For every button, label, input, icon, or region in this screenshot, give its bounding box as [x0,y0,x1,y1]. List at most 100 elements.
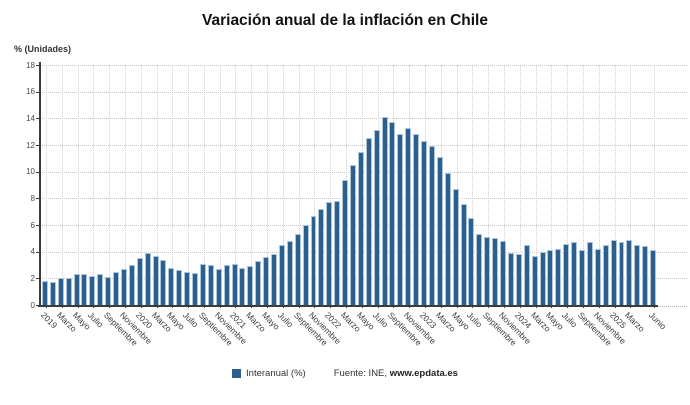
bar-marzo-2020[interactable] [152,255,159,305]
bar-abril-2020[interactable] [160,259,167,305]
bar-junio-2025[interactable] [650,250,657,305]
bar-agosto-2024[interactable] [571,242,578,305]
bar-mayo-2025[interactable] [642,246,649,305]
bar-febrero-2025[interactable] [618,242,625,305]
bar-mayo-2024[interactable] [547,250,554,305]
bar-septiembre-2020[interactable] [199,263,206,305]
bar-julio-2024[interactable] [563,243,570,305]
bar-diciembre-2021[interactable] [318,209,325,305]
bar-octubre-2024[interactable] [586,242,593,305]
bar-noviembre-2021[interactable] [310,215,317,305]
bar-agosto-2020[interactable] [192,273,199,305]
source-credit: Fuente: INE, www.epdata.es [334,368,458,379]
x-axis-tick-mark [598,305,600,308]
bar-enero-2025[interactable] [610,239,617,305]
bar-febrero-2021[interactable] [239,267,246,305]
y-gridline [40,145,687,146]
bar-junio-2021[interactable] [271,254,277,305]
bar-diciembre-2023[interactable] [507,253,514,305]
bar-marzo-2023[interactable] [436,157,443,305]
bar-agosto-2019[interactable] [97,274,104,305]
bar-abril-2024[interactable] [539,251,546,305]
x-axis-tick-mark [45,305,47,308]
bar-julio-2023[interactable] [468,218,475,305]
bar-abril-2023[interactable] [444,173,451,305]
bar-enero-2021[interactable] [231,263,238,305]
bar-junio-2020[interactable] [176,270,183,305]
bar-septiembre-2024[interactable] [579,250,585,305]
bar-julio-2021[interactable] [278,245,285,305]
bar-septiembre-2023[interactable] [484,237,491,305]
bar-septiembre-2021[interactable] [294,234,301,305]
y-axis-tick-mark [36,65,40,66]
bar-febrero-2019[interactable] [49,282,56,305]
bar-junio-2019[interactable] [81,274,88,305]
bar-abril-2025[interactable] [634,245,641,305]
bar-enero-2024[interactable] [515,254,522,305]
bar-marzo-2019[interactable] [57,278,64,305]
bar-octubre-2020[interactable] [207,265,214,305]
bar-diciembre-2020[interactable] [223,265,230,305]
x-gridline [330,65,332,305]
y-axis-line [39,62,41,305]
bar-diciembre-2022[interactable] [413,134,420,305]
bar-mayo-2022[interactable] [357,151,364,305]
bar-octubre-2023[interactable] [492,238,499,305]
bar-octubre-2021[interactable] [302,225,309,305]
bar-noviembre-2022[interactable] [405,127,412,305]
bar-mayo-2021[interactable] [263,257,270,305]
bar-octubre-2019[interactable] [113,271,120,305]
bar-noviembre-2024[interactable] [594,249,601,305]
y-axis-tick-mark [36,251,40,253]
x-axis-tick-mark [235,305,237,308]
bar-enero-2022[interactable] [326,202,333,305]
bar-marzo-2022[interactable] [342,179,349,305]
bar-enero-2019[interactable] [42,281,48,305]
bar-septiembre-2019[interactable] [105,277,112,305]
bar-junio-2022[interactable] [365,138,372,305]
bar-septiembre-2022[interactable] [389,122,396,305]
bar-julio-2019[interactable] [89,275,96,305]
source-site-link[interactable]: www.epdata.es [389,368,458,379]
bar-marzo-2021[interactable] [247,266,254,305]
bar-febrero-2020[interactable] [144,253,151,305]
bar-abril-2019[interactable] [65,278,72,305]
bar-julio-2022[interactable] [373,130,380,305]
bar-noviembre-2019[interactable] [120,269,127,305]
bar-febrero-2022[interactable] [334,201,341,305]
bar-diciembre-2024[interactable] [602,245,609,305]
bar-noviembre-2020[interactable] [215,269,222,305]
bar-marzo-2025[interactable] [626,239,633,305]
y-axis-tick-label: 18 [26,60,35,70]
bar-diciembre-2019[interactable] [128,265,135,305]
x-gridline [61,65,63,305]
bar-enero-2020[interactable] [136,258,143,305]
bar-julio-2020[interactable] [184,271,191,305]
bar-agosto-2023[interactable] [476,234,483,305]
bar-agosto-2022[interactable] [381,117,388,305]
bar-marzo-2024[interactable] [531,255,538,305]
bar-abril-2022[interactable] [350,165,356,305]
bar-febrero-2023[interactable] [428,146,435,305]
bar-febrero-2024[interactable] [523,245,530,305]
bar-noviembre-2023[interactable] [500,241,507,305]
bar-junio-2023[interactable] [460,203,467,305]
x-gridline [567,65,569,305]
x-axis-tick-mark [551,305,553,308]
y-axis-tick-mark [36,198,40,200]
legend-series-label[interactable]: Interanual (%) [246,368,306,379]
x-gridline [109,65,111,305]
y-axis-tick-mark [36,91,40,93]
bar-mayo-2019[interactable] [73,274,80,305]
x-gridline [314,65,316,305]
bar-mayo-2023[interactable] [452,189,459,305]
bar-octubre-2022[interactable] [397,134,404,305]
bar-abril-2021[interactable] [255,261,262,305]
legend-series-swatch[interactable] [232,369,242,378]
bar-junio-2024[interactable] [555,249,562,305]
bar-mayo-2020[interactable] [168,267,175,305]
y-gridline [40,65,687,66]
bar-agosto-2021[interactable] [286,241,293,305]
bar-enero-2023[interactable] [421,141,428,305]
